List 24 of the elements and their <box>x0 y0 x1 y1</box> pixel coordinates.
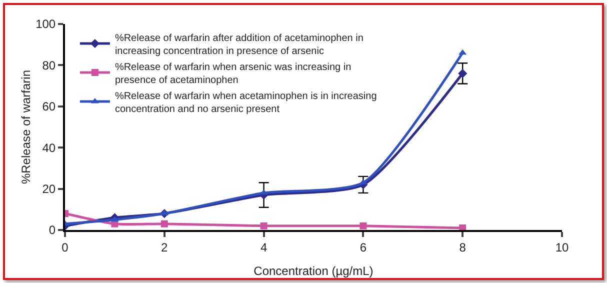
legend-label: %Release of warfarin after addition of acetaminophen in increasing concentration in presence of arsenic <box>114 32 364 57</box>
point <box>458 68 468 78</box>
y-tick-label: 20 <box>42 182 56 196</box>
legend-label: %Release of warfarin when arsenic was increasing in presence of acetaminophen <box>114 62 352 86</box>
point <box>260 222 268 230</box>
y-tick-label: 100 <box>36 17 56 32</box>
x-tick-label: 6 <box>360 240 367 254</box>
x-tick-label: 4 <box>260 240 268 254</box>
y-tick-label: 80 <box>42 58 56 72</box>
y-axis-title: %Release of warfarin <box>19 70 33 184</box>
point <box>458 49 467 55</box>
x-axis-title: Concentration (µg/mL) <box>254 264 374 278</box>
point <box>360 222 367 230</box>
point <box>459 224 466 230</box>
x-tick-label: 2 <box>161 240 168 254</box>
x-tick-label: 8 <box>459 240 466 254</box>
y-tick-label: 40 <box>42 140 56 155</box>
y-tick-label: 0 <box>48 223 56 238</box>
legend-label: %Release of warfarin when acetaminophen is in increasing concentration and no arsenic present <box>114 90 377 115</box>
point <box>160 220 168 228</box>
x-tick-label: 0 <box>62 240 69 254</box>
y-tick-label: 60 <box>42 100 56 114</box>
x-tick-label: 10 <box>555 240 569 254</box>
point <box>260 189 268 195</box>
